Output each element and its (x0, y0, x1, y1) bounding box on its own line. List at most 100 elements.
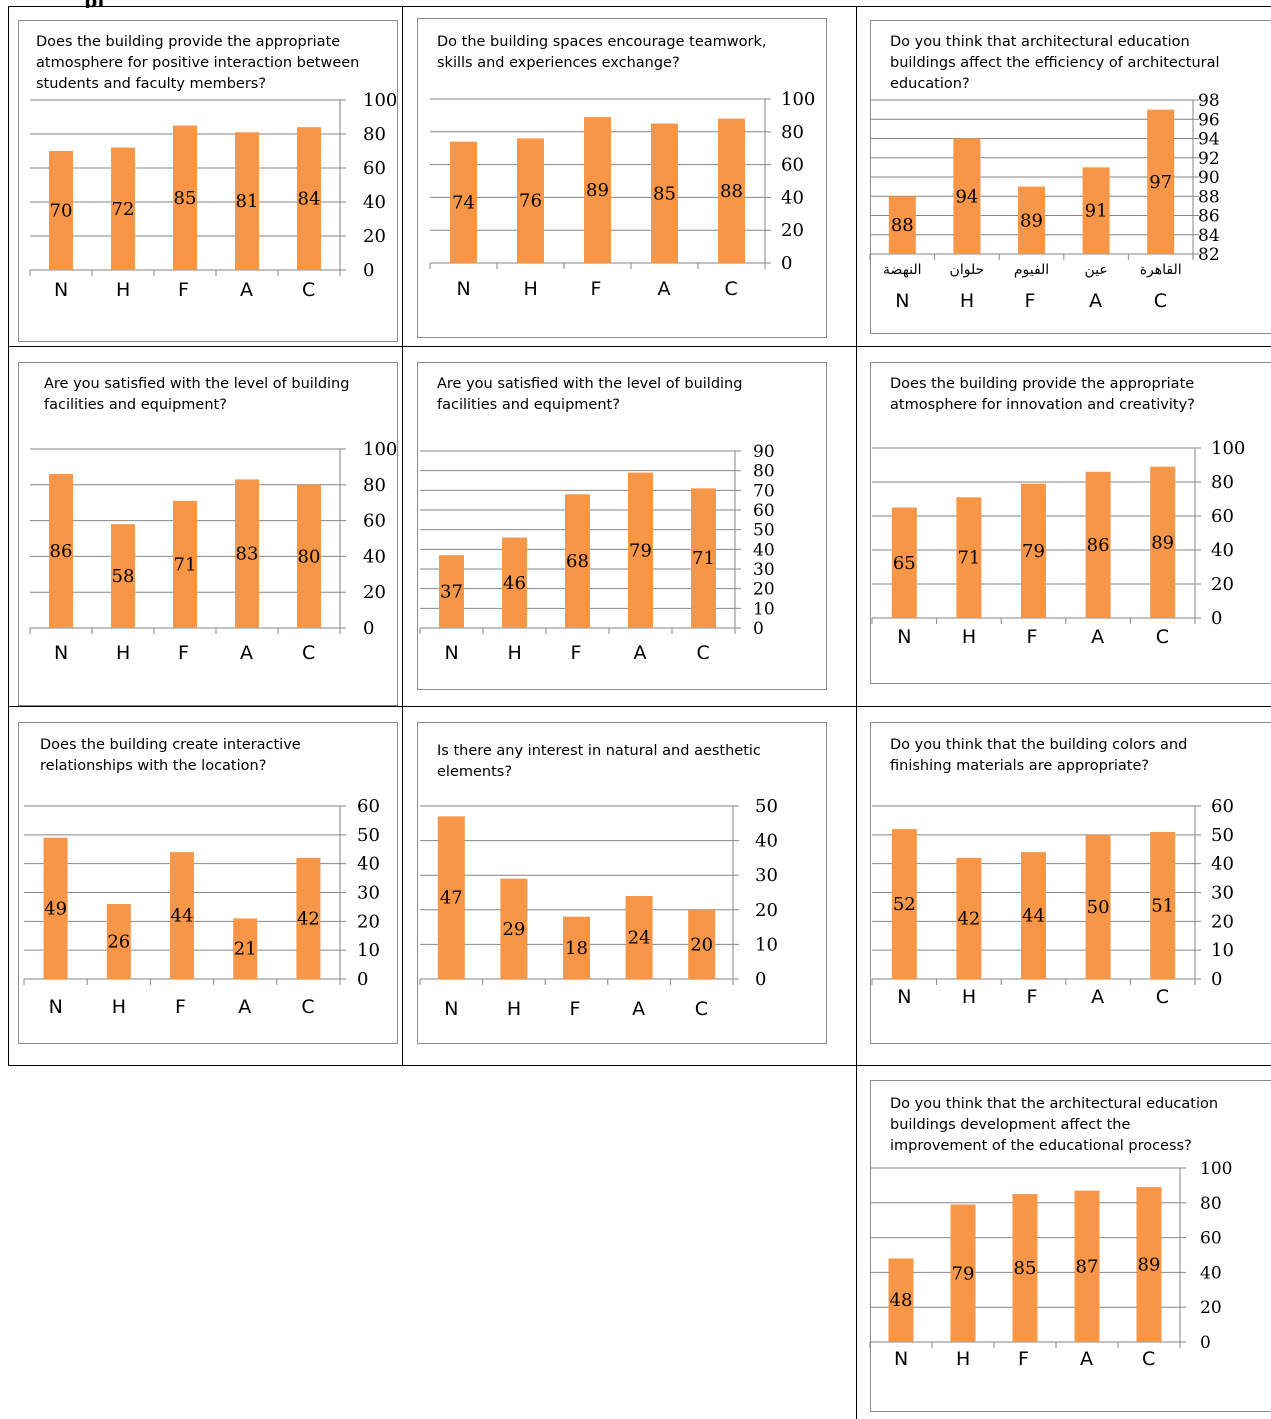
chart-title: Does the building provide the appropriat… (890, 374, 1195, 416)
chart-title-line: Does the building provide the appropriat… (36, 34, 341, 50)
chart-title-line: Are you satisfied with the level of buil… (44, 376, 350, 392)
category-label: N (54, 279, 69, 301)
table-rule (8, 706, 1271, 707)
category-label: F (1026, 986, 1038, 1008)
category-label: F (175, 996, 186, 1018)
category-label: N (897, 626, 912, 648)
table-rule (402, 6, 403, 1066)
category-label: C (301, 996, 315, 1018)
category-label: C (302, 279, 316, 301)
chart-title: Are you satisfied with the level of buil… (437, 374, 742, 416)
category-label: A (238, 996, 252, 1018)
category-label: N (444, 642, 459, 664)
category-label: H (523, 278, 538, 300)
category-label: A (240, 642, 253, 664)
chart-title-line: Are you satisfied with the level of buil… (437, 376, 743, 392)
chart-card (870, 722, 1271, 1044)
category-label: C (1142, 1348, 1156, 1370)
category-label: N (456, 278, 471, 300)
category-label: F (569, 998, 581, 1020)
chart-title-line: buildings development affect the (890, 1117, 1131, 1133)
chart-title-line: facilities and equipment? (437, 397, 620, 413)
category-label: F (1024, 290, 1036, 312)
category-label: C (1155, 986, 1169, 1008)
category-label: F (590, 278, 602, 300)
category-label: F (1018, 1348, 1029, 1370)
category-label: N (444, 998, 459, 1020)
chart-title-line: atmosphere for innovation and creativity… (890, 397, 1195, 413)
chart-title: Are you satisfied with the level of buil… (44, 374, 349, 416)
category-label: H (111, 996, 127, 1018)
chart-title: Do the building spaces encourage teamwor… (437, 32, 766, 74)
chart-title-line: improvement of the educational process? (890, 1138, 1192, 1154)
chart-title-line: Is there any interest in natural and aes… (437, 743, 761, 759)
chart-title-line: Do you think that architectural educatio… (890, 34, 1190, 50)
chart-card (417, 18, 827, 338)
chart-title: Do you think that architectural educatio… (890, 32, 1220, 95)
chart-title-line: facilities and equipment? (44, 397, 227, 413)
chart-card (18, 362, 398, 706)
category-label: A (240, 279, 253, 301)
chart-card (417, 722, 827, 1044)
chart-title-line: atmosphere for positive interaction betw… (36, 55, 360, 71)
category-label: A (633, 642, 647, 664)
chart-title-line: Do you think that the architectural educ… (890, 1096, 1219, 1112)
category-label: H (506, 998, 522, 1020)
category-label: C (302, 642, 316, 664)
chart-title-line: elements? (437, 764, 513, 780)
category-label: H (116, 279, 131, 301)
chart-title-line: finishing materials are appropriate? (890, 758, 1150, 774)
category-label: C (1153, 290, 1167, 312)
category-label: F (178, 279, 189, 301)
category-label: F (570, 642, 582, 664)
chart-title-line: skills and experiences exchange? (437, 55, 680, 71)
table-rule (856, 6, 857, 1419)
chart-title-line: buildings affect the efficiency of archi… (890, 55, 1220, 71)
chart-title: Is there any interest in natural and aes… (437, 741, 761, 783)
chart-card (417, 362, 827, 690)
category-label: A (632, 998, 646, 1020)
chart-title: Do you think that the architectural educ… (890, 1094, 1218, 1157)
category-label: N (54, 642, 69, 664)
table-rule (8, 6, 9, 1066)
category-label: A (1091, 626, 1105, 648)
category-label: N (897, 986, 912, 1008)
category-label: F (178, 642, 189, 664)
category-label: H (959, 290, 975, 312)
category-label: H (961, 626, 977, 648)
category-label: N (894, 1348, 909, 1370)
chart-title: Does the building provide the appropriat… (36, 32, 359, 95)
chart-title-line: students and faculty members? (36, 76, 267, 92)
chart-title: Do you think that the building colors an… (890, 735, 1187, 777)
category-label: C (1155, 626, 1169, 648)
category-label: C (694, 998, 708, 1020)
table-rule (8, 346, 1271, 347)
chart-title-line: relationships with the location? (40, 758, 267, 774)
category-label: H (507, 642, 522, 664)
table-rule (8, 6, 1271, 7)
chart-card (870, 1080, 1271, 1412)
category-label: F (1026, 626, 1038, 648)
chart-title-line: Does the building provide the appropriat… (890, 376, 1195, 392)
category-label: N (48, 996, 63, 1018)
category-label: C (724, 278, 738, 300)
category-label: N (895, 290, 910, 312)
chart-title-line: education? (890, 76, 970, 92)
category-label: A (1080, 1348, 1093, 1370)
chart-card (18, 20, 398, 342)
chart-title-line: Does the building create interactive (40, 737, 301, 753)
category-label: H (956, 1348, 971, 1370)
chart-title-line: Do the building spaces encourage teamwor… (437, 34, 767, 50)
category-label: H (961, 986, 977, 1008)
category-label: A (1089, 290, 1103, 312)
category-label: C (696, 642, 710, 664)
category-label: A (1091, 986, 1105, 1008)
heading-fragment: pi (84, 0, 204, 8)
chart-card (18, 722, 398, 1044)
category-label: H (116, 642, 131, 664)
table-rule (8, 1065, 1271, 1066)
chart-title-line: Do you think that the building colors an… (890, 737, 1188, 753)
category-label: A (657, 278, 671, 300)
chart-card (870, 362, 1271, 684)
chart-title: Does the building create interactive rela… (40, 735, 301, 777)
